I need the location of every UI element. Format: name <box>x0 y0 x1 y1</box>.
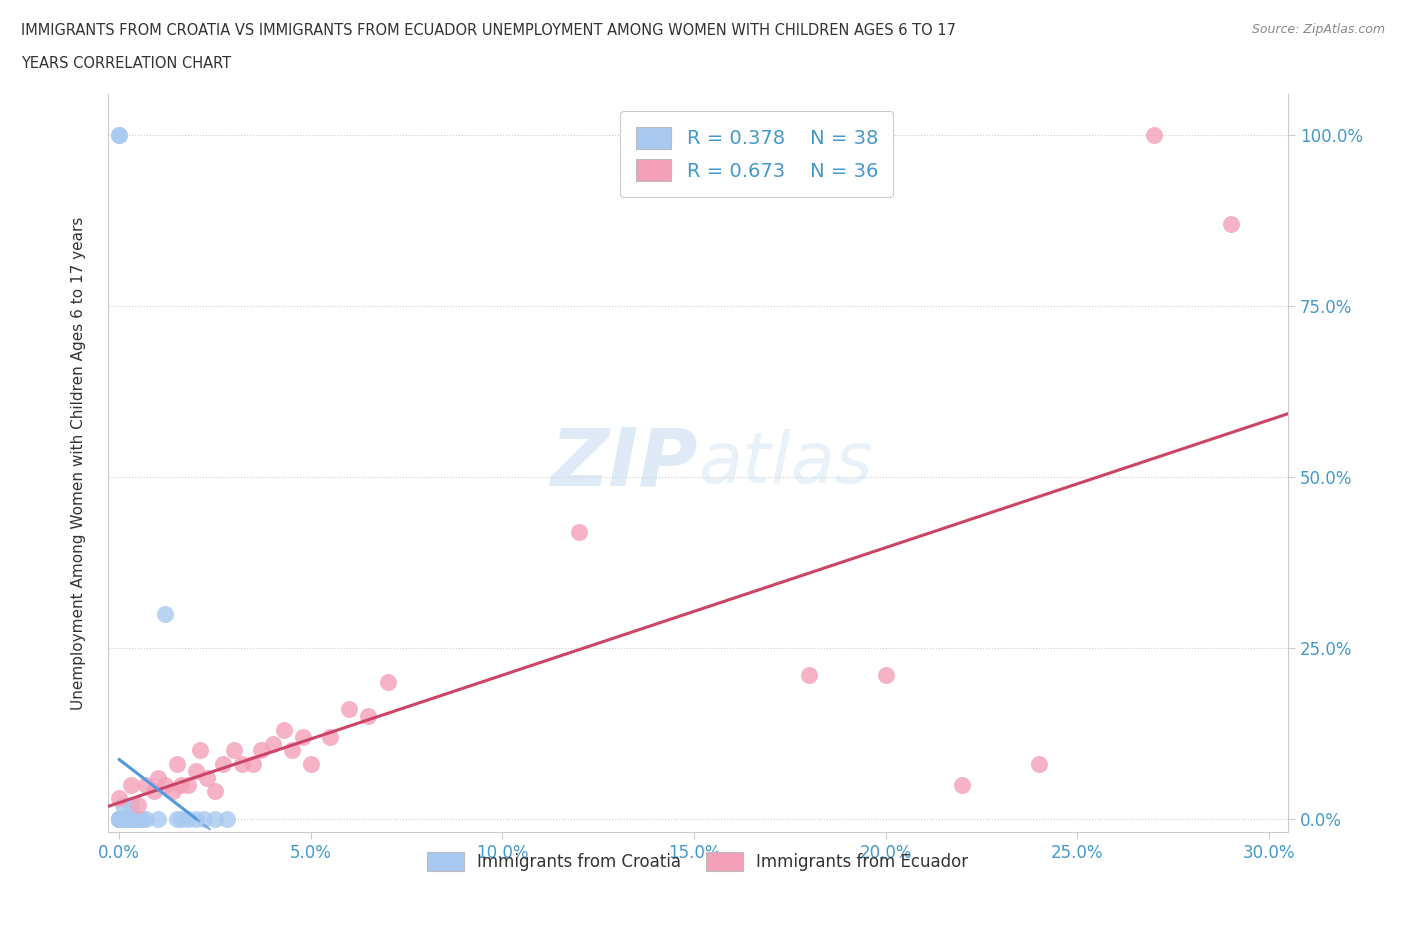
Point <box>124 811 146 826</box>
Point <box>108 790 131 805</box>
Point <box>177 811 200 826</box>
Point <box>131 811 153 826</box>
Point <box>108 811 131 826</box>
Point <box>120 798 142 813</box>
Point <box>337 702 360 717</box>
Point <box>115 811 138 826</box>
Point <box>377 674 399 689</box>
Point <box>108 811 131 826</box>
Point <box>950 777 973 792</box>
Point <box>112 811 135 826</box>
Point <box>108 811 131 826</box>
Point <box>1143 127 1166 142</box>
Point <box>250 743 273 758</box>
Point <box>273 723 295 737</box>
Point <box>204 784 226 799</box>
Point <box>120 777 142 792</box>
Point <box>142 784 165 799</box>
Point <box>108 127 131 142</box>
Point <box>108 811 131 826</box>
Point <box>215 811 238 826</box>
Point <box>169 777 191 792</box>
Point <box>135 811 157 826</box>
Point <box>797 668 820 683</box>
Point <box>177 777 200 792</box>
Point <box>211 757 233 772</box>
Text: IMMIGRANTS FROM CROATIA VS IMMIGRANTS FROM ECUADOR UNEMPLOYMENT AMONG WOMEN WITH: IMMIGRANTS FROM CROATIA VS IMMIGRANTS FR… <box>21 23 956 38</box>
Point <box>188 743 211 758</box>
Point <box>224 743 246 758</box>
Point <box>184 764 207 778</box>
Point <box>319 729 342 744</box>
Point <box>108 127 131 142</box>
Point <box>299 757 322 772</box>
Point <box>115 811 138 826</box>
Point <box>146 811 169 826</box>
Point <box>875 668 897 683</box>
Point <box>112 811 135 826</box>
Point <box>115 811 138 826</box>
Text: ZIP: ZIP <box>551 424 697 502</box>
Point <box>115 811 138 826</box>
Point <box>280 743 302 758</box>
Point <box>242 757 264 772</box>
Point <box>568 525 591 539</box>
Point <box>108 811 131 826</box>
Text: YEARS CORRELATION CHART: YEARS CORRELATION CHART <box>21 56 231 71</box>
Point <box>155 606 177 621</box>
Point <box>112 798 135 813</box>
Point <box>127 811 149 826</box>
Point <box>197 770 219 785</box>
Point <box>120 811 142 826</box>
Point <box>127 811 149 826</box>
Point <box>193 811 215 826</box>
Point <box>112 811 135 826</box>
Point <box>357 709 380 724</box>
Text: atlas: atlas <box>697 429 873 498</box>
Point <box>1219 217 1241 232</box>
Point <box>120 811 142 826</box>
Point <box>162 784 184 799</box>
Point <box>204 811 226 826</box>
Legend: Immigrants from Croatia, Immigrants from Ecuador: Immigrants from Croatia, Immigrants from… <box>419 844 977 880</box>
Point <box>108 811 131 826</box>
Point <box>262 737 284 751</box>
Point <box>108 811 131 826</box>
Point <box>169 811 191 826</box>
Point <box>112 811 135 826</box>
Y-axis label: Unemployment Among Women with Children Ages 6 to 17 years: Unemployment Among Women with Children A… <box>72 217 86 710</box>
Point <box>127 798 149 813</box>
Point <box>184 811 207 826</box>
Point <box>231 757 253 772</box>
Text: Source: ZipAtlas.com: Source: ZipAtlas.com <box>1251 23 1385 36</box>
Point <box>135 777 157 792</box>
Point <box>166 757 188 772</box>
Point <box>112 811 135 826</box>
Point <box>1028 757 1050 772</box>
Point <box>108 811 131 826</box>
Point <box>146 770 169 785</box>
Point <box>155 777 177 792</box>
Point <box>166 811 188 826</box>
Point <box>292 729 315 744</box>
Point <box>124 811 146 826</box>
